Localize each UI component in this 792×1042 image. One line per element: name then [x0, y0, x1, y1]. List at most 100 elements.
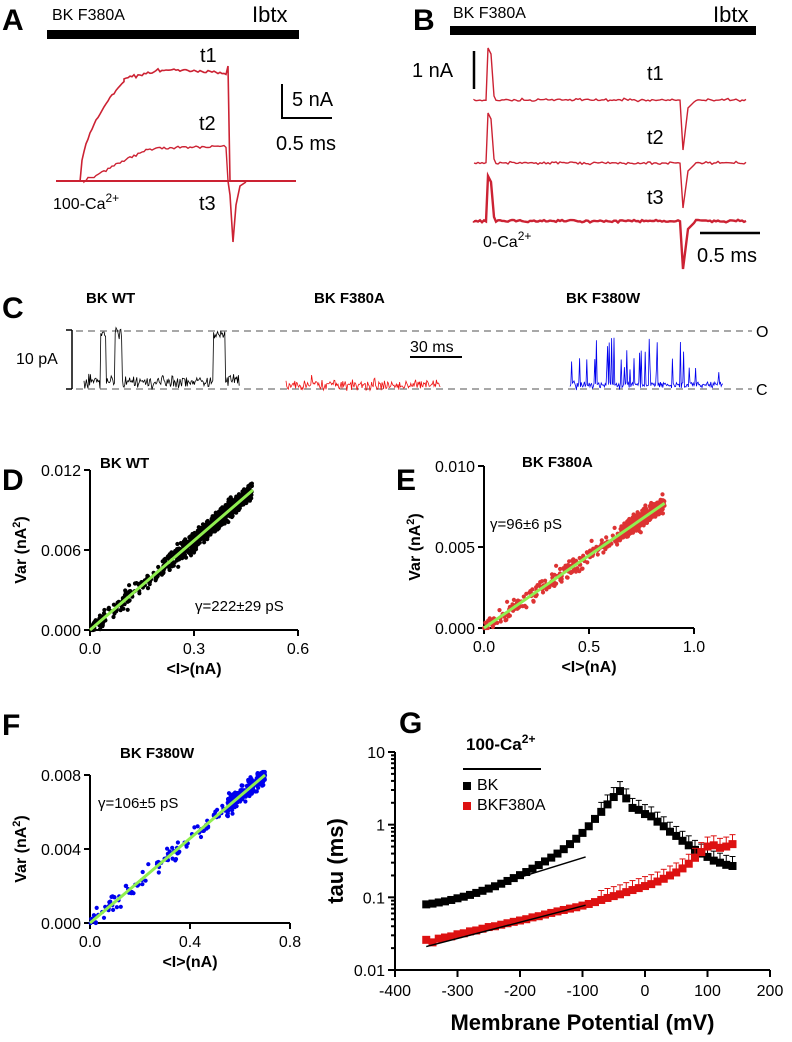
panel-a-tail-current: [227, 180, 247, 243]
data-point: [631, 512, 636, 517]
data-point: [249, 778, 255, 783]
data-point: [169, 550, 174, 555]
data-point: [716, 843, 724, 852]
data-point: [177, 849, 182, 854]
data-point: [541, 910, 549, 919]
panel-title: BK F380W: [120, 745, 195, 762]
data-point: [491, 882, 499, 891]
x-tick-label: 0: [641, 983, 650, 1000]
data-point: [97, 613, 103, 618]
data-point: [472, 926, 481, 935]
data-point: [588, 548, 593, 553]
data-point: [534, 912, 543, 921]
data-point: [205, 518, 210, 524]
data-point: [728, 861, 737, 870]
data-point: [101, 915, 107, 920]
data-point: [122, 593, 127, 598]
data-point: [127, 583, 132, 588]
data-point: [459, 892, 468, 901]
data-point: [503, 919, 512, 928]
data-point: [584, 899, 593, 908]
y-tick-label: 0.000: [41, 623, 81, 640]
data-point: [577, 569, 582, 574]
data-point: [428, 938, 437, 947]
data-point: [111, 907, 116, 913]
data-point: [98, 627, 103, 632]
x-tick-label: -100: [566, 983, 598, 1000]
legend-label: BKF380A: [477, 797, 546, 814]
data-point: [175, 541, 180, 547]
data-point: [722, 860, 731, 869]
legend-marker: [463, 782, 471, 790]
x-tick-label: 1.0: [683, 639, 705, 656]
panel-a-drug-left: BK F380A: [52, 7, 125, 24]
legend-title: 100-Ca2+: [466, 732, 535, 754]
scatter-panels: D 0.000 0.006 0.012 0.0 0.3 0.6 BK WT γ=222±29 p…: [2, 454, 783, 1035]
panel-c-trace-f380w: [569, 337, 724, 391]
panel-a-t1: t1: [200, 45, 217, 67]
data-point: [722, 842, 731, 851]
data-point: [239, 783, 244, 788]
data-point: [520, 604, 525, 609]
data-point: [226, 791, 232, 796]
data-point: [233, 790, 238, 795]
data-point: [591, 898, 599, 907]
data-point: [259, 782, 265, 787]
data-point: [195, 528, 200, 533]
data-point: [129, 891, 134, 896]
y-axis-label: Var (nA2): [11, 516, 30, 583]
data-point: [678, 836, 687, 845]
panel-b-condition: 0-Ca2+: [483, 229, 531, 251]
data-point: [603, 893, 612, 902]
x-tick-label: 0.0: [79, 934, 101, 951]
data-point: [595, 552, 600, 557]
data-point: [609, 892, 618, 901]
data-point: [211, 528, 216, 533]
x-axis-label: <I>(nA): [561, 659, 616, 676]
data-point: [616, 787, 624, 796]
data-point: [541, 857, 549, 866]
y-tick-label: 0.008: [41, 768, 81, 785]
data-point: [580, 566, 585, 571]
panel-g: G 0.01 0.1 1 10 -400 -300 -200 -100 0 100 200 100-Ca…: [323, 707, 783, 1035]
data-point: [242, 491, 247, 496]
fit-line: [483, 502, 666, 630]
data-point: [156, 564, 161, 570]
panel-e: E 0.000 0.005 0.010 0.0 0.5 1.0 BK F380A γ=96±6 …: [396, 454, 705, 676]
data-point: [484, 884, 493, 893]
data-point: [236, 507, 241, 513]
y-tick-label: 0.01: [354, 963, 385, 980]
data-point: [653, 877, 662, 886]
panel-c-open-label: O: [756, 324, 768, 341]
data-point: [728, 840, 737, 849]
data-point: [140, 869, 145, 875]
y-tick-label: 0.000: [41, 916, 81, 933]
data-point: [491, 922, 499, 931]
data-point: [170, 845, 175, 850]
panel-b-drug-left: BK F380A: [453, 5, 526, 22]
y-axis-label: tau (ms): [323, 818, 348, 904]
panel-f: F 0.000 0.004 0.008 0.0 0.4 0.8 BK F380W γ=106±5…: [2, 709, 301, 971]
data-point: [242, 487, 247, 492]
data-point: [597, 807, 606, 816]
data-point: [434, 934, 443, 943]
data-point: [622, 888, 631, 897]
data-point: [656, 512, 661, 517]
data-point: [176, 564, 181, 569]
data-point: [659, 822, 668, 831]
data-point: [641, 882, 649, 891]
data-point: [453, 894, 462, 903]
data-point: [503, 618, 508, 623]
data-point: [528, 913, 537, 922]
data-point: [106, 606, 111, 612]
data-point: [145, 573, 150, 579]
data-point: [601, 550, 606, 555]
data-point: [232, 509, 237, 514]
panel-f-label: F: [2, 709, 20, 742]
data-point: [202, 540, 207, 545]
data-point: [703, 842, 712, 851]
data-point: [524, 591, 529, 596]
data-point: [603, 800, 612, 809]
y-tick-label: 1: [376, 818, 385, 835]
data-point: [522, 868, 531, 877]
